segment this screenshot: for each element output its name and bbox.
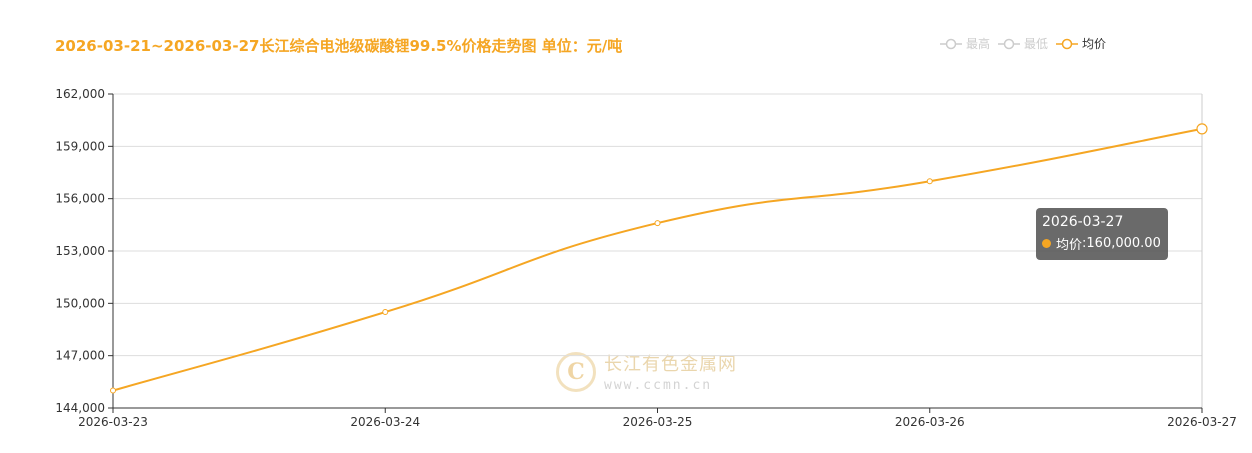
x-tick-label: 2026-03-25 xyxy=(623,415,693,429)
legend-item-min[interactable]: 最低 xyxy=(998,35,1048,52)
legend-avg-icon xyxy=(1056,38,1079,49)
tooltip-dot-icon xyxy=(1042,239,1051,248)
legend-min-icon xyxy=(998,38,1021,49)
data-point xyxy=(110,387,116,394)
legend-min-label: 最低 xyxy=(1024,37,1049,51)
x-tick-label: 2026-03-24 xyxy=(350,415,420,429)
watermark: C 长江有色金属网 www.ccmn.cn xyxy=(556,350,737,393)
legend-item-avg[interactable]: 均价 xyxy=(1056,35,1106,52)
data-point xyxy=(1196,123,1208,135)
legend-item-max[interactable]: 最高 xyxy=(940,35,990,52)
x-tick-label: 2026-03-26 xyxy=(895,415,965,429)
data-point xyxy=(654,220,661,227)
chart-title: 2026-03-21~2026-03-27长江综合电池级碳酸锂99.5%价格走势… xyxy=(55,37,623,55)
watermark-logo-icon: C xyxy=(556,351,596,392)
tooltip-date: 2026-03-27 xyxy=(1042,214,1124,230)
y-tick-label: 159,000 xyxy=(55,139,105,153)
legend: 最高 最低 均价 xyxy=(940,35,1114,52)
tooltip: 2026-03-27 均价: 160,000.00 xyxy=(1036,208,1168,260)
x-tick-label: 2026-03-23 xyxy=(78,415,148,429)
data-point xyxy=(926,178,933,185)
tooltip-series: 均价 xyxy=(1056,238,1083,253)
y-tick-label: 144,000 xyxy=(55,401,105,415)
y-tick-label: 150,000 xyxy=(55,296,105,310)
y-tick-label: 162,000 xyxy=(55,87,105,101)
tooltip-value: 160,000.00 xyxy=(1086,236,1161,251)
legend-max-label: 最高 xyxy=(966,37,991,51)
legend-max-icon xyxy=(940,38,962,49)
watermark-url: www.ccmn.cn xyxy=(604,378,713,393)
y-tick-label: 156,000 xyxy=(55,192,105,206)
watermark-name: 长江有色金属网 xyxy=(604,354,737,375)
legend-avg-label: 均价 xyxy=(1082,37,1107,51)
x-tick-label: 2026-03-27 xyxy=(1167,415,1237,429)
data-point xyxy=(382,309,389,316)
y-tick-label: 147,000 xyxy=(55,349,105,363)
y-tick-label: 153,000 xyxy=(55,244,105,258)
